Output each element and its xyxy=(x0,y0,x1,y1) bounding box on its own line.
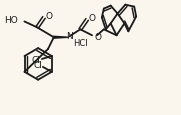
Text: HO: HO xyxy=(4,16,18,25)
Text: HCl: HCl xyxy=(73,38,88,47)
Text: O: O xyxy=(46,12,53,21)
Text: O: O xyxy=(88,14,95,23)
Polygon shape xyxy=(53,37,69,39)
Text: O: O xyxy=(94,32,101,41)
Text: Cl: Cl xyxy=(31,56,41,65)
Text: N: N xyxy=(66,32,73,40)
Text: Cl: Cl xyxy=(33,61,42,70)
